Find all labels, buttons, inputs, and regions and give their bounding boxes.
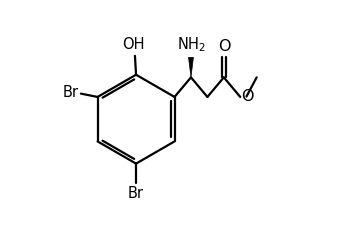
Text: Br: Br — [63, 85, 79, 100]
Text: O: O — [218, 39, 230, 54]
Text: OH: OH — [123, 37, 145, 52]
Text: NH$_2$: NH$_2$ — [177, 35, 206, 54]
Text: Br: Br — [128, 187, 144, 202]
Polygon shape — [188, 57, 193, 77]
Text: O: O — [242, 89, 254, 104]
